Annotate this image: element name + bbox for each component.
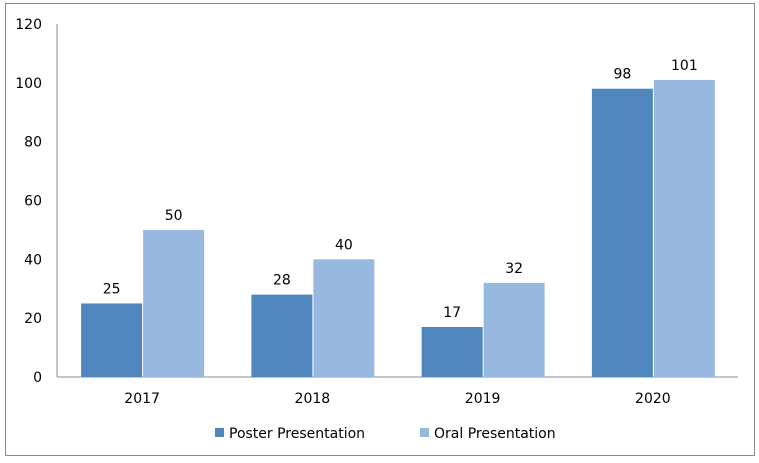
y-tick-label: 60 <box>24 194 42 210</box>
legend-label: Oral Presentation <box>434 426 556 442</box>
y-tick-label: 40 <box>24 252 42 268</box>
chart-frame <box>5 3 755 456</box>
data-label: 50 <box>165 208 183 224</box>
y-tick-label: 80 <box>24 135 42 151</box>
x-tick-label: 2017 <box>124 391 160 407</box>
bar-oral-presentation-2019 <box>483 282 545 377</box>
bar-oral-presentation-2018 <box>313 259 375 377</box>
y-tick-label: 20 <box>24 311 42 327</box>
bar-oral-presentation-2020 <box>653 79 715 378</box>
x-tick-label: 2019 <box>465 391 501 407</box>
data-label: 40 <box>335 237 353 253</box>
data-label: 17 <box>443 305 461 321</box>
y-tick-label: 0 <box>33 370 42 386</box>
data-label: 25 <box>103 281 121 297</box>
bar-oral-presentation-2017 <box>143 229 205 377</box>
y-tick-label: 100 <box>15 76 42 92</box>
data-label: 98 <box>613 67 631 83</box>
bar-poster-presentation-2019 <box>421 326 483 377</box>
bar-poster-presentation-2020 <box>591 88 653 377</box>
bar-poster-presentation-2017 <box>81 303 143 377</box>
x-tick-label: 2018 <box>295 391 331 407</box>
data-label: 101 <box>671 58 698 74</box>
y-tick-label: 120 <box>15 17 42 33</box>
data-label: 32 <box>505 261 523 277</box>
data-label: 28 <box>273 273 291 289</box>
legend-swatch <box>215 428 224 437</box>
bar-poster-presentation-2018 <box>251 294 313 377</box>
legend-label: Poster Presentation <box>229 426 365 442</box>
x-tick-label: 2020 <box>635 391 671 407</box>
legend-swatch <box>420 428 429 437</box>
